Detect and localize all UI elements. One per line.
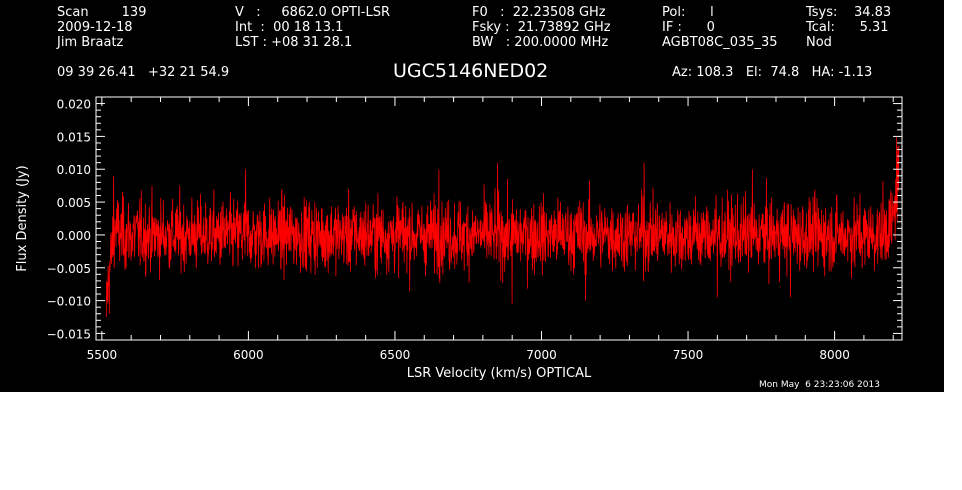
y-axis-label: Flux Density (Jy) bbox=[15, 165, 30, 271]
x-tick-label: 5500 bbox=[87, 348, 118, 362]
header-rest-freq: F0 : 22.23508 GHz bbox=[472, 5, 606, 20]
y-tick-label: 0.020 bbox=[57, 98, 91, 112]
y-tick-label: −0.010 bbox=[47, 295, 91, 309]
header-project: AGBT08C_035_35 bbox=[662, 35, 778, 50]
header-polarization: Pol: l bbox=[662, 5, 714, 20]
flux-trace bbox=[105, 136, 900, 318]
source-name: UGC5146NED02 bbox=[393, 60, 549, 82]
y-tick-label: −0.005 bbox=[47, 262, 91, 276]
header-scan: Scan 139 bbox=[57, 5, 147, 20]
header-velocity: V : 6862.0 OPTI-LSR bbox=[235, 5, 391, 20]
header-bandwidth: BW : 200.0000 MHz bbox=[472, 35, 609, 50]
header-coordinates: 09 39 26.41 +32 21 54.9 bbox=[57, 65, 230, 80]
x-tick-label: 7500 bbox=[673, 348, 704, 362]
header-integration: Int : 00 18 13.1 bbox=[235, 20, 344, 35]
y-tick-label: 0.015 bbox=[57, 130, 91, 144]
plot-panel bbox=[0, 0, 944, 392]
header-observer: Jim Braatz bbox=[57, 35, 124, 50]
header-if: IF : 0 bbox=[662, 20, 715, 35]
x-tick-label: 6500 bbox=[380, 348, 411, 362]
header-tcal: Tcal: 5.31 bbox=[806, 20, 889, 35]
y-tick-label: 0.010 bbox=[57, 163, 91, 177]
x-tick-label: 6000 bbox=[233, 348, 264, 362]
x-axis-label: LSR Velocity (km/s) OPTICAL bbox=[407, 366, 592, 381]
x-tick-label: 8000 bbox=[819, 348, 850, 362]
plot-frame bbox=[95, 96, 903, 341]
x-tick-label: 7000 bbox=[526, 348, 557, 362]
y-tick-label: −0.015 bbox=[47, 327, 91, 341]
header-sky-freq: Fsky : 21.73892 GHz bbox=[472, 20, 611, 35]
y-tick-label: 0.000 bbox=[57, 229, 91, 243]
header-az-el-ha: Az: 108.3 El: 74.8 HA: -1.13 bbox=[672, 65, 873, 80]
header-lst: LST : +08 31 28.1 bbox=[235, 35, 353, 50]
header-date: 2009-12-18 bbox=[57, 20, 133, 35]
header-tsys: Tsys: 34.83 bbox=[806, 5, 892, 20]
header-mode: Nod bbox=[806, 35, 832, 50]
timestamp: Mon May 6 23:23:06 2013 bbox=[759, 380, 880, 390]
y-tick-label: 0.005 bbox=[57, 196, 91, 210]
spectrum-chart: 5500 6000 6500 7000 7500 8000 −0.015 −0.010 −0.0… bbox=[15, 96, 903, 381]
